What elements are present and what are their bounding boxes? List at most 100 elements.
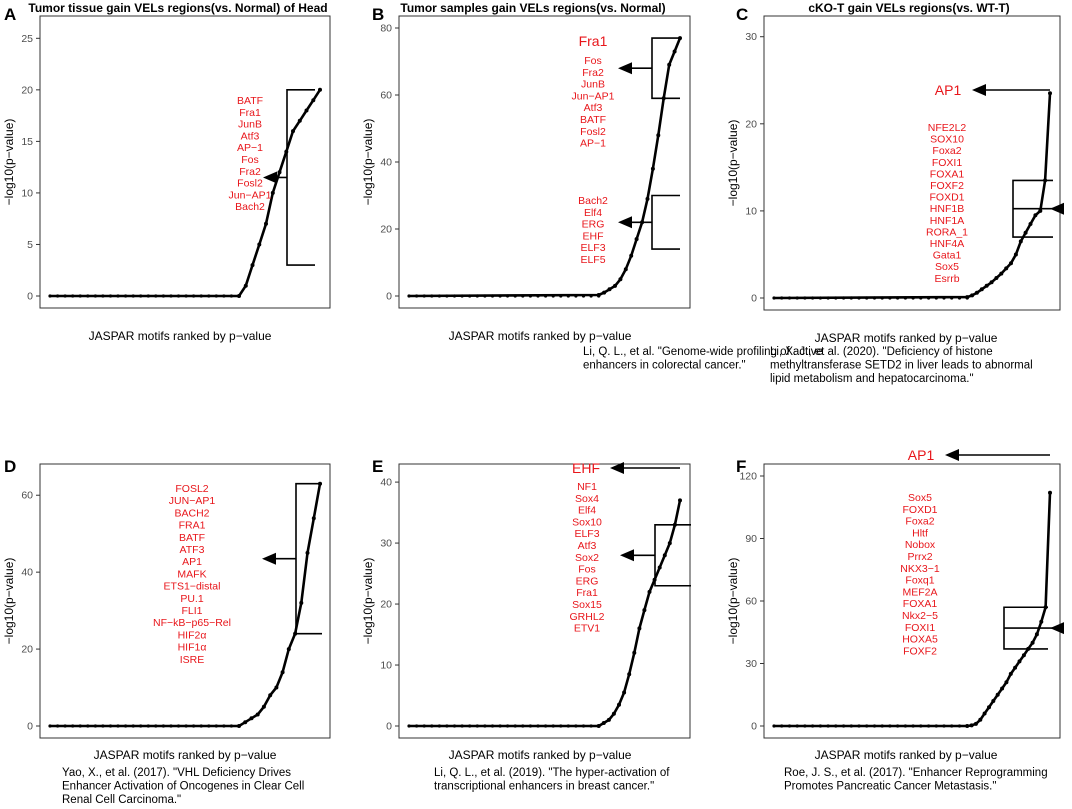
data-point	[192, 294, 196, 298]
data-point	[161, 294, 165, 298]
data-point	[589, 724, 593, 728]
data-point	[1004, 266, 1009, 271]
y-tick-label: 20	[745, 118, 757, 130]
second-arrow-head	[618, 216, 632, 229]
panel-letter: B	[372, 5, 384, 24]
data-point	[617, 702, 621, 707]
motif-label: NF−kB−p65−Rel	[153, 617, 231, 629]
data-point	[559, 724, 563, 728]
data-point	[430, 294, 434, 298]
data-point	[678, 498, 682, 503]
motif-label: Fra1	[239, 107, 261, 119]
motif-label: ERG	[576, 575, 599, 587]
plot-frame	[39, 463, 331, 739]
data-point	[460, 294, 464, 298]
y-tick-label: 10	[380, 660, 392, 672]
data-point	[154, 724, 158, 728]
motif-label: Bach2	[235, 201, 265, 213]
panel-letter: D	[4, 457, 16, 476]
data-point	[574, 724, 578, 728]
data-point	[957, 296, 962, 300]
data-point	[647, 589, 652, 594]
data-point	[857, 296, 861, 300]
data-point	[657, 565, 662, 570]
y-tick-label: 80	[380, 23, 392, 35]
reference-line: Li, Q. L., et al. (2019). "The hyper-act…	[434, 767, 670, 779]
motif-label: Fosl2	[237, 178, 263, 190]
data-point	[1048, 490, 1052, 495]
motif-label: RORA_1	[926, 226, 968, 238]
data-point	[903, 724, 908, 728]
plot-frame	[398, 15, 691, 309]
data-point	[982, 711, 987, 716]
data-point	[243, 720, 248, 725]
data-point	[566, 724, 570, 728]
data-point	[903, 296, 908, 300]
data-point	[974, 290, 979, 295]
data-point	[222, 294, 226, 298]
motif-label: Fos	[584, 55, 602, 67]
data-point	[299, 600, 304, 605]
motif-label: Fra1	[576, 587, 598, 599]
data-point	[422, 724, 426, 728]
motif-label: JunB	[581, 79, 605, 91]
motif-label: Foxq1	[905, 575, 934, 587]
data-point	[468, 294, 472, 298]
data-point	[513, 294, 517, 298]
top-motif-label: AP1	[908, 447, 935, 463]
data-point	[1023, 230, 1028, 235]
data-point	[415, 294, 419, 298]
panel-letter: E	[372, 457, 383, 476]
panel-title: Tumor tissue gain VELs regions(vs. Norma…	[28, 1, 327, 15]
data-point	[780, 296, 784, 300]
data-point	[154, 294, 158, 298]
data-point	[970, 293, 975, 298]
data-point	[957, 724, 962, 728]
motif-label: JUN−AP1	[169, 495, 216, 507]
bracket-arrow-head	[262, 552, 276, 565]
data-point	[56, 724, 60, 728]
data-point	[987, 705, 991, 710]
y-tick-label: 40	[21, 567, 33, 579]
panel-E: ETumor tissue gain VELs regions(vs. Norm…	[361, 457, 691, 793]
data-point	[255, 712, 260, 717]
data-point	[176, 294, 181, 298]
data-point	[618, 277, 623, 282]
reference-line: Li, Q. L., et al. "Genome-wide profiling…	[583, 346, 823, 358]
data-point	[475, 724, 479, 728]
data-point	[978, 717, 983, 722]
y-axis-label: −log10(p−value)	[2, 558, 16, 645]
y-tick-label: 60	[745, 596, 757, 608]
data-point	[139, 724, 143, 728]
data-point	[995, 692, 1000, 697]
data-point	[214, 294, 218, 298]
data-point	[634, 237, 639, 242]
data-point	[513, 724, 517, 728]
data-point	[124, 724, 128, 728]
panel-letter: C	[736, 5, 748, 24]
data-point	[437, 294, 441, 298]
motif-label: Atf3	[241, 130, 260, 142]
motif-label: Esrrb	[934, 273, 959, 285]
motif-label: ISRE	[180, 654, 205, 666]
y-tick-label: 20	[21, 644, 33, 656]
x-axis-label: JASPAR motifs ranked by p−value	[449, 748, 632, 762]
data-point	[950, 724, 954, 728]
panel-D: DTumor tissue gain VELs regions(vs. Norm…	[2, 457, 331, 806]
data-point	[250, 263, 255, 268]
motif-label: Sox10	[572, 516, 602, 528]
motif-label: Gata1	[933, 250, 962, 262]
data-point	[1048, 91, 1052, 96]
motif-label: ETV1	[574, 623, 600, 635]
data-point	[607, 287, 612, 292]
data-point	[297, 118, 302, 123]
data-point	[430, 724, 434, 728]
data-point	[521, 294, 525, 298]
motif-label: Foxa2	[905, 516, 934, 528]
data-point	[318, 87, 322, 92]
data-point	[506, 294, 510, 298]
motif-label: ATF3	[180, 544, 205, 556]
data-point	[207, 724, 211, 728]
data-point	[601, 721, 606, 725]
motif-label: AP−1	[237, 142, 263, 154]
